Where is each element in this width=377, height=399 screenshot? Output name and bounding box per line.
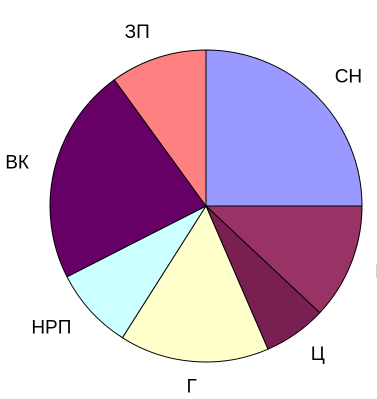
pie-slice-4 [66,204,208,339]
pie-slice-label-0: СН [335,66,362,87]
pie-slice-5 [49,79,207,278]
pie-slice-label-1: К [375,262,377,283]
pie-slice-3 [121,204,269,363]
pie-slice-label-5: ВК [5,153,29,174]
pie-slice-1 [204,205,363,314]
pie-slice-label-3: Г [187,376,197,397]
pie-slices [49,49,363,363]
pie-labels: СН К Ц Г НРП ВК ЗП [5,22,377,397]
pie-slice-label-6: ЗП [125,22,150,43]
pie-slice-0 [205,49,363,207]
pie-slice-label-4: НРП [31,318,71,339]
pie-slice-label-2: Ц [311,344,325,365]
pie-slice-6 [113,49,207,208]
